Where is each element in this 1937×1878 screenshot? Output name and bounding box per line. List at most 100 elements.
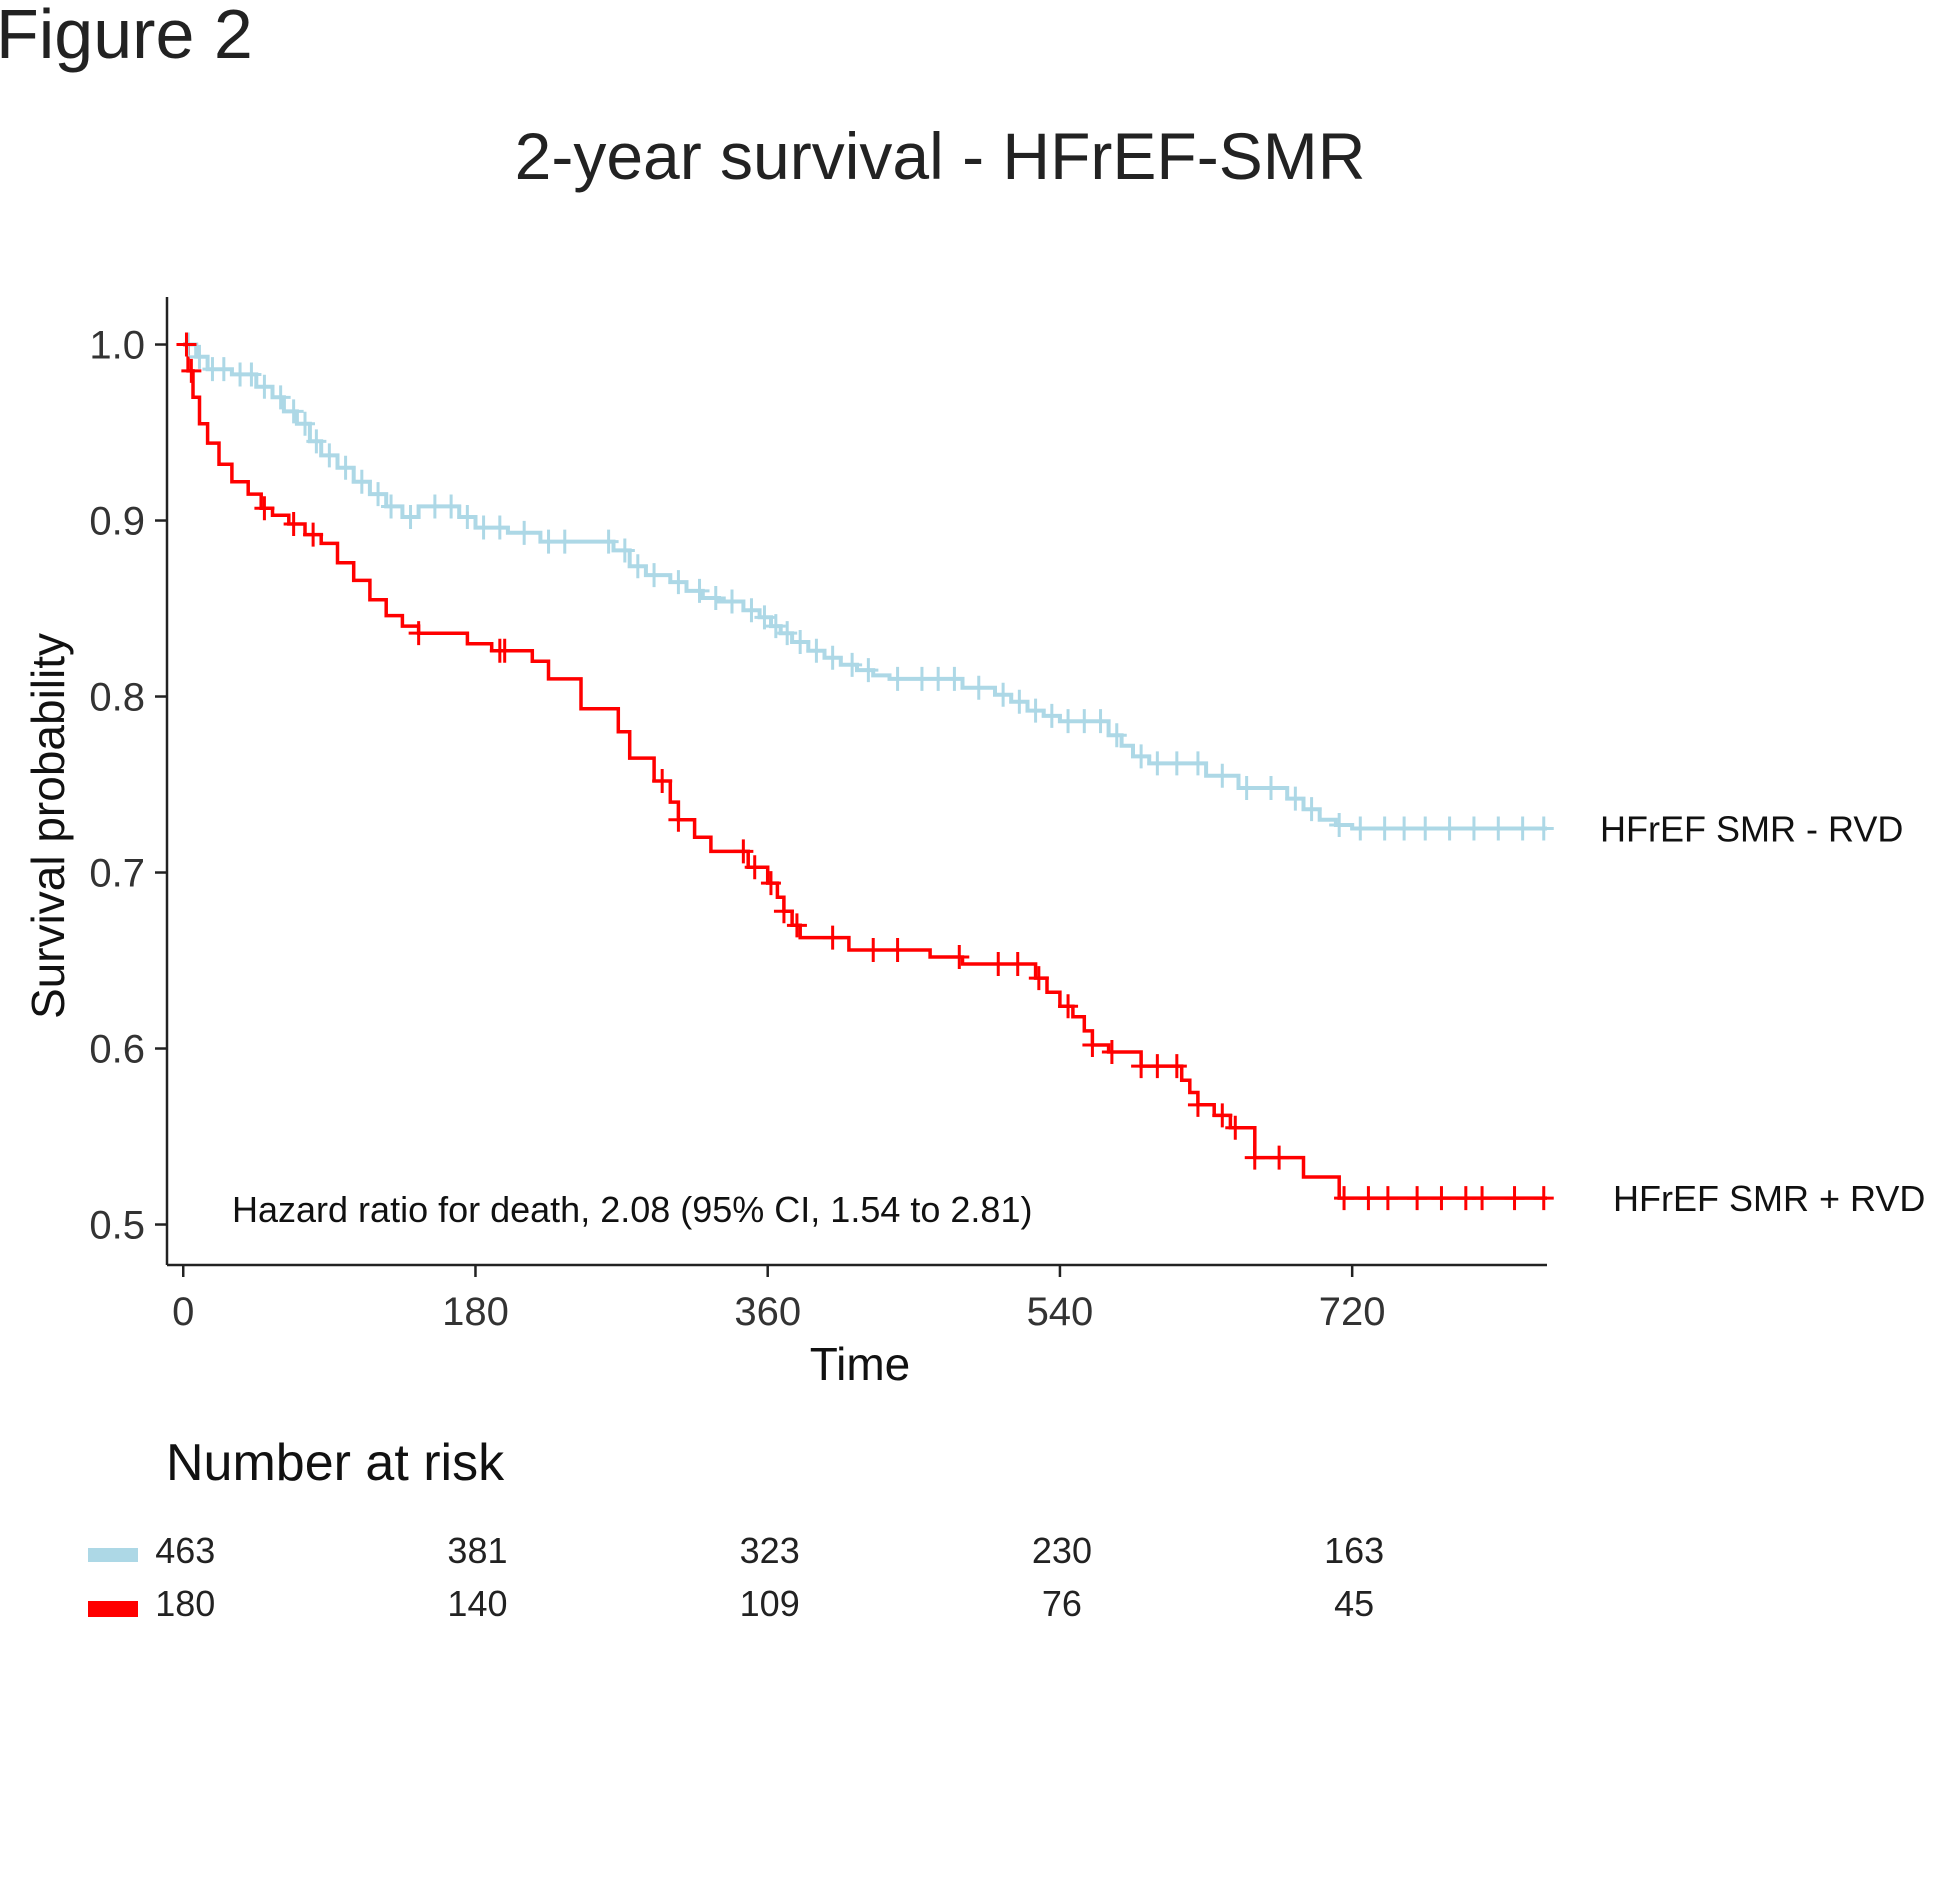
censor-mark-rvd-negative (806, 638, 827, 663)
x-tick-label: 0 (172, 1290, 194, 1334)
censor-mark-rvd-negative (1009, 689, 1030, 714)
censor-mark-rvd-negative (1285, 786, 1306, 811)
censor-mark-rvd-negative (1025, 698, 1046, 723)
censor-mark-rvd-positive (744, 855, 765, 880)
censor-mark-rvd-negative (381, 494, 402, 519)
censor-mark-rvd-negative (689, 578, 710, 603)
x-tick-label: 360 (734, 1290, 801, 1334)
censor-mark-rvd-negative (441, 494, 462, 519)
censor-mark-rvd-negative (489, 515, 510, 540)
risk-count: 45 (1334, 1583, 1375, 1624)
censor-mark-rvd-negative (1147, 751, 1168, 776)
censor-mark-rvd-positive (887, 937, 908, 962)
axes: 0 180 360 540 720 0.5 0.6 0.7 0.8 0.9 1.0 (89, 297, 1547, 1334)
censor-mark-rvd-negative (514, 520, 535, 545)
censor-mark-rvd-negative (1187, 751, 1208, 776)
censor-mark-rvd-negative (1090, 709, 1111, 734)
censor-mark-rvd-positive (283, 512, 304, 537)
censor-mark-rvd-negative (1166, 751, 1187, 776)
y-tick-label: 1.0 (89, 324, 145, 368)
censor-mark-rvd-positive (1377, 1186, 1398, 1211)
censor-mark-rvd-positive (1533, 1186, 1554, 1211)
curve-rvd-positive (183, 342, 1547, 1200)
censor-mark-rvd-negative (1236, 776, 1257, 801)
censor-mark-rvd-negative (270, 385, 291, 410)
censor-mark-rvd-positive (1225, 1115, 1246, 1140)
censor-mark-rvd-positive (1472, 1186, 1493, 1211)
censor-mark-rvd-positive (822, 925, 843, 950)
censor-mark-rvd-negative (319, 443, 340, 468)
risk-count: 76 (1041, 1583, 1082, 1624)
risk-count: 109 (739, 1583, 800, 1624)
y-axis-title: Survival probability (22, 633, 74, 1019)
censor-mark-rvd-positive (1269, 1145, 1290, 1170)
hazard-ratio-annotation: Hazard ratio for death, 2.08 (95% CI, 1.… (232, 1189, 1032, 1230)
survival-plot: 0 180 360 540 720 0.5 0.6 0.7 0.8 0.9 1.0 Hazard r… (22, 297, 1925, 1390)
censor-mark-rvd-negative (400, 505, 421, 529)
censor-mark-rvd-negative (1212, 763, 1233, 788)
censor-mark-rvd-negative (858, 658, 879, 683)
censor-mark-rvd-negative (777, 621, 798, 646)
censor-mark-rvd-negative (1463, 816, 1484, 841)
censor-mark-rvd-positive (1082, 1033, 1103, 1057)
curve-rvd-negative (183, 342, 1547, 831)
censor-mark-rvd-negative (644, 563, 665, 588)
censor-mark-rvd-positive (773, 899, 794, 924)
y-tick-label: 0.7 (89, 852, 145, 896)
censor-mark-rvd-negative (368, 482, 389, 507)
risk-count: 180 (155, 1583, 216, 1624)
censor-mark-rvd-negative (254, 374, 275, 399)
censor-mark-rvd-negative (1439, 816, 1460, 841)
risk-count: 463 (155, 1530, 216, 1571)
y-tick-label: 0.8 (89, 676, 145, 720)
censor-mark-rvd-negative (295, 411, 315, 436)
censor-mark-rvd-positive (254, 496, 275, 521)
x-tick-label: 720 (1319, 1290, 1386, 1334)
x-tick-label: 180 (442, 1290, 509, 1334)
curve-label-rvd-negative: HFrEF SMR - RVD (1600, 809, 1903, 850)
censor-mark-rvd-positive (1166, 1054, 1187, 1079)
censor-mark-rvd-negative (213, 357, 234, 382)
censor-mark-rvd-positive (1101, 1040, 1122, 1065)
censor-mark-rvd-negative (241, 362, 262, 387)
risk-legend-swatch (88, 1548, 138, 1562)
censor-mark-rvd-negative (822, 645, 843, 670)
censor-mark-rvd-negative (993, 682, 1014, 707)
censor-mark-rvd-positive (760, 871, 781, 896)
censor-mark-rvd-positive (1431, 1186, 1452, 1211)
censor-mark-rvd-negative (598, 529, 619, 554)
censor-mark-rvd-negative (790, 629, 811, 654)
y-tick-label: 0.5 (89, 1204, 145, 1248)
censor-mark-rvd-positive (733, 839, 754, 864)
censor-mark-rvd-negative (668, 570, 689, 595)
y-tick-label: 0.9 (89, 500, 145, 544)
censor-mark-rvd-negative (1041, 703, 1062, 728)
censor-mark-rvd-positive (786, 913, 807, 938)
censor-mark-rvd-positive (652, 769, 673, 793)
censor-mark-rvd-positive (988, 952, 1009, 977)
censor-mark-rvd-negative (1488, 816, 1509, 841)
censor-mark-rvd-positive (1147, 1054, 1168, 1079)
censor-mark-rvd-negative (1106, 723, 1127, 748)
censor-mark-rvd-negative (721, 589, 742, 614)
censor-mark-rvd-negative (1350, 816, 1371, 841)
censor-mark-rvd-negative (754, 605, 775, 630)
censor-mark-rvd-negative (614, 538, 635, 563)
censor-mark-rvd-positive (1407, 1186, 1428, 1211)
censor-mark-rvd-negative (189, 344, 210, 369)
x-tick-label: 540 (1027, 1290, 1094, 1334)
figure-label: Figure 2 (0, 0, 253, 73)
censor-mark-rvd-negative (335, 455, 356, 480)
censor-mark-rvd-negative (1301, 797, 1322, 822)
censor-mark-rvd-positive (1187, 1092, 1208, 1117)
censor-mark-rvd-positive (303, 522, 324, 547)
censor-mark-rvd-negative (351, 469, 372, 494)
censor-mark-rvd-negative (968, 675, 989, 700)
censor-mark-rvd-positive (863, 937, 884, 962)
censor-mark-rvd-negative (1394, 816, 1415, 841)
risk-count: 230 (1031, 1530, 1092, 1571)
x-axis-title: Time (810, 1338, 911, 1390)
censor-mark-rvd-positive (1212, 1103, 1233, 1128)
censor-mark-rvd-positive (1358, 1186, 1379, 1211)
censor-mark-rvd-positive (181, 358, 202, 383)
